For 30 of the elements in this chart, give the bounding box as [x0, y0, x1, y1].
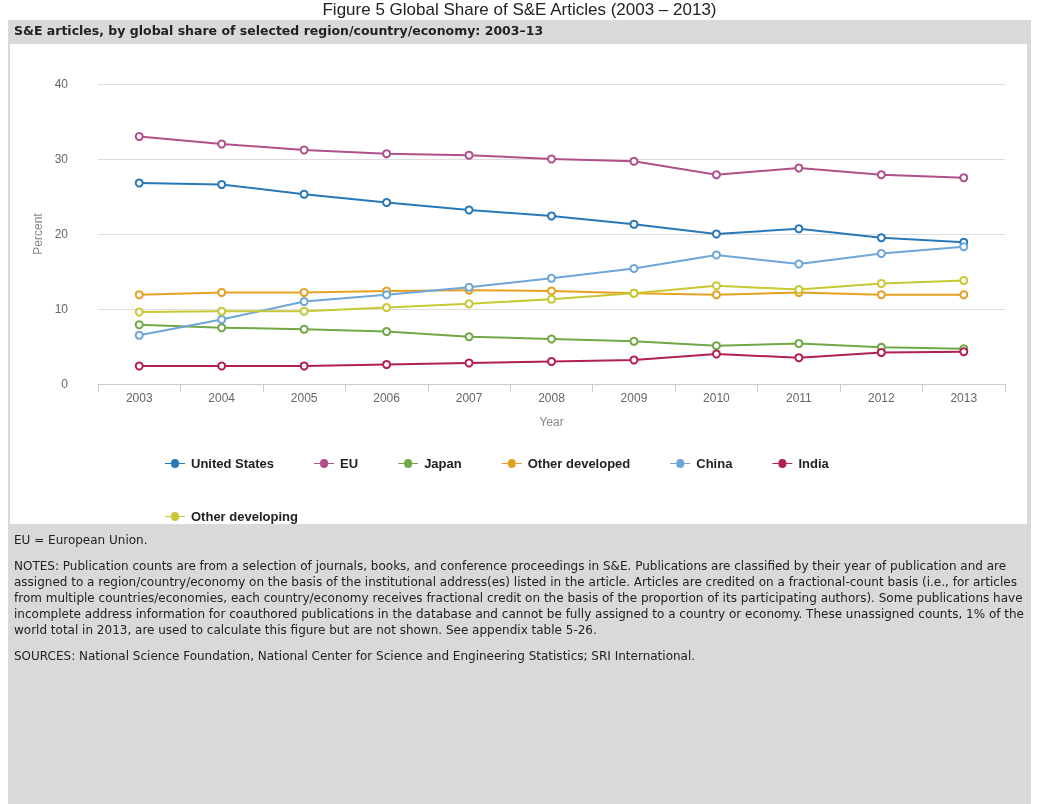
legend-label: EU	[340, 456, 359, 471]
y-tick-label: 40	[54, 77, 69, 91]
text: NOTES: Publication counts are from a selection of journals, books, and conference proceedings in S&E. Publications are classified by their year of publication and are assigned to a region/country/economy on the basis of the institutional address(es) listed in the article. Articles are credited on a fractional-count basis (i.e., for articles from multiple countries/economies, each country/economy receives fractional credit on the basis of the proportion of its participating authors). Some publications have incomplete address information for coauthored publications in the database and cannot be fully assigned to a country or economy. These unassigned counts, 1% of the world total in 2013, are used to calculate this figure but are not shown. See appendix table 5-26.	[14, 558, 1025, 638]
chart-subtitle: S&E articles, by global share of selected region/country/economy: 2003–13	[13, 22, 545, 40]
y-tick-label: 0	[61, 377, 69, 391]
legend-label: Other developed	[527, 456, 631, 471]
x-tick-label: 2008	[538, 391, 566, 405]
y-tick-label: 10	[54, 302, 69, 316]
y-axis-title: Percent	[30, 212, 45, 255]
legend-label: India	[798, 456, 830, 471]
x-tick-label: 2006	[373, 391, 401, 405]
x-tick-label: 2013	[950, 391, 978, 405]
legend-label: China	[696, 456, 734, 471]
x-tick-label: 2011	[785, 391, 813, 405]
source-note: SOURCES: National Science Foundation, National Center for Science and Engineering Statistics; SRI International.	[14, 648, 697, 664]
legend-label: Other developing	[191, 509, 298, 524]
x-tick-label: 2004	[208, 391, 236, 405]
x-tick-label: 2009	[620, 391, 648, 405]
x-tick-label: 2012	[867, 391, 895, 405]
chart-title: Figure 5 Global Share of S&E Articles (2003 – 2013)	[321, 0, 718, 20]
legend-label: United States	[191, 456, 275, 471]
x-axis-title: Year	[539, 415, 564, 429]
text: EU = European Union.	[14, 532, 149, 548]
y-tick-label: 30	[54, 152, 69, 166]
x-tick-label: 2010	[703, 391, 731, 405]
x-tick-label: 2007	[455, 391, 483, 405]
x-tick-label: 2003	[125, 391, 153, 405]
legend-label: Japan	[424, 456, 462, 471]
y-tick-label: 20	[54, 227, 69, 241]
x-tick-label: 2005	[290, 391, 318, 405]
